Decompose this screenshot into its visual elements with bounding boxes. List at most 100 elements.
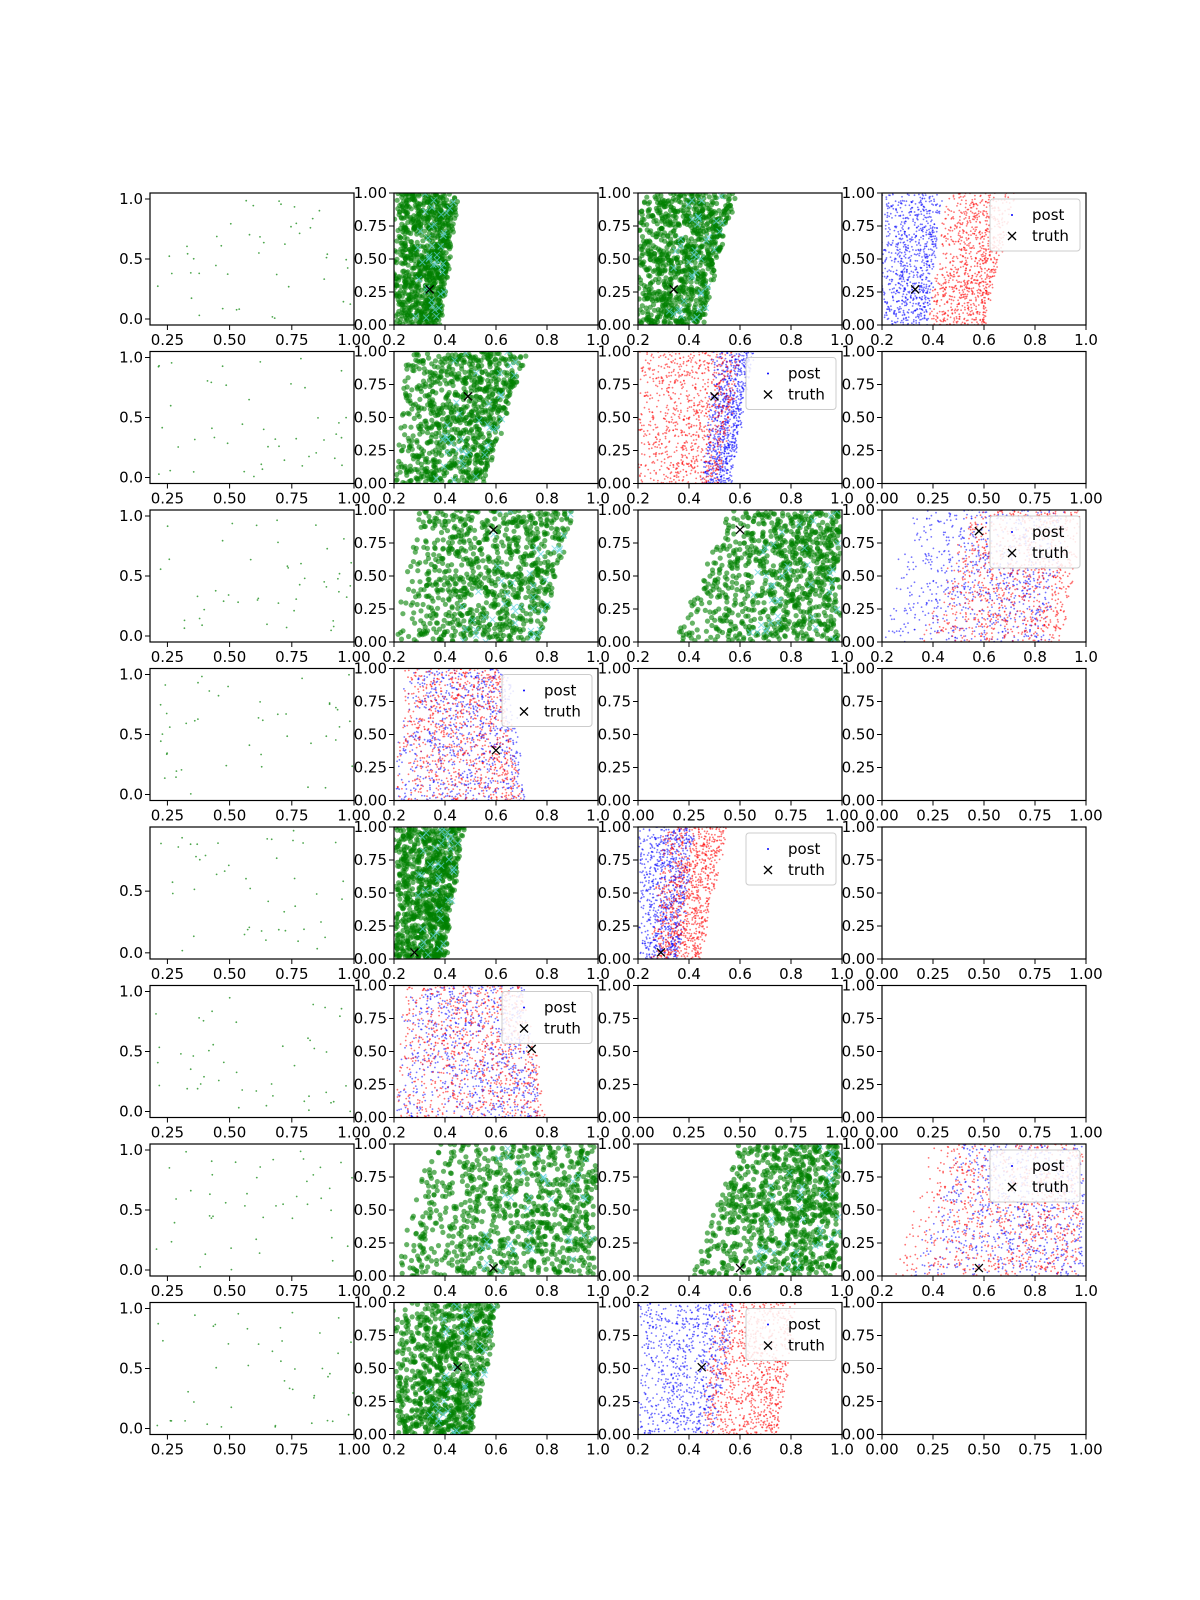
sample-point (408, 257, 414, 263)
posterior-point-blue (921, 223, 923, 226)
sample-point (639, 303, 645, 309)
posterior-point-red (964, 271, 967, 274)
posterior-point-red (976, 262, 979, 265)
sample-point (411, 213, 417, 219)
posterior-point-blue (897, 201, 900, 204)
sample-point (498, 430, 504, 436)
posterior-point-blue (715, 376, 718, 379)
posterior-point-red (951, 229, 954, 232)
posterior-point-blue (904, 233, 906, 236)
posterior-point-red (967, 319, 969, 322)
posterior-point-blue (885, 302, 888, 305)
posterior-point-blue (898, 275, 901, 277)
sample-point (462, 369, 468, 375)
sample-point (667, 293, 673, 299)
posterior-point-red (952, 195, 955, 198)
sample-point (395, 317, 401, 323)
posterior-point-blue (919, 312, 922, 314)
posterior-point-blue (917, 302, 920, 305)
posterior-point-red (970, 255, 972, 258)
posterior-point-blue (900, 257, 903, 260)
posterior-point-red (963, 284, 966, 287)
accepted-marker (433, 312, 440, 320)
posterior-point-red (987, 194, 990, 197)
posterior-point-blue (903, 244, 906, 246)
posterior-point-blue (713, 398, 716, 400)
data-point (157, 365, 160, 368)
posterior-point-red (964, 206, 967, 209)
posterior-point-blue (923, 314, 926, 317)
posterior-point-blue (729, 432, 732, 435)
sample-point (480, 351, 486, 355)
sample-point (663, 211, 669, 217)
sample-point (485, 438, 491, 444)
posterior-point-blue (915, 249, 917, 252)
posterior-point-red (948, 285, 951, 288)
posterior-point-red (972, 291, 974, 293)
posterior-point-red (959, 236, 962, 239)
posterior-point-red (987, 268, 990, 270)
posterior-point-blue (897, 249, 899, 252)
sample-point (405, 262, 411, 268)
sample-point (646, 289, 652, 295)
posterior-point-blue (884, 260, 886, 263)
accepted-marker (432, 261, 440, 268)
accepted-marker (688, 197, 696, 204)
posterior-point-blue (915, 230, 918, 233)
posterior-point-red (939, 319, 942, 322)
posterior-point-red (948, 209, 951, 212)
posterior-point-blue (907, 291, 910, 293)
posterior-point-blue (902, 309, 905, 312)
posterior-point-red (949, 274, 952, 277)
posterior-point-red (971, 293, 974, 296)
posterior-point-red (952, 216, 954, 218)
posterior-point-red (963, 317, 966, 320)
posterior-point-red (949, 277, 952, 279)
posterior-point-red (977, 288, 980, 291)
posterior-point-blue (913, 265, 916, 268)
sample-point (430, 212, 437, 218)
accepted-marker (688, 274, 696, 281)
posterior-point-blue (904, 288, 906, 290)
sample-point (472, 457, 478, 463)
posterior-point-red (956, 225, 958, 228)
posterior-point-blue (888, 288, 891, 291)
sample-point (479, 468, 485, 475)
sample-point (424, 218, 430, 224)
posterior-point-blue (897, 260, 900, 263)
posterior-point-red (960, 248, 963, 250)
posterior-point-blue (921, 290, 924, 292)
sample-point (638, 227, 642, 233)
posterior-point-blue (893, 261, 896, 263)
posterior-point-red (963, 230, 965, 233)
sample-point (422, 469, 428, 475)
x-tick-label: 0.4 (921, 331, 945, 349)
sample-point (703, 293, 709, 299)
sample-point (697, 296, 703, 302)
sample-point (702, 300, 709, 306)
posterior-point-red (951, 308, 954, 311)
posterior-point-red (967, 301, 970, 304)
posterior-point-red (941, 287, 944, 289)
sample-point (417, 359, 423, 365)
posterior-point-blue (934, 235, 937, 238)
data-point (295, 222, 298, 225)
sample-point (436, 291, 442, 297)
posterior-point-red (975, 308, 977, 311)
x-tick-label: 0.6 (484, 331, 508, 349)
accepted-marker (670, 310, 678, 318)
posterior-point-red (953, 228, 956, 230)
sample-point (683, 272, 689, 278)
x-tick-label: 0.8 (535, 490, 559, 508)
posterior-point-blue (735, 407, 737, 410)
data-point (273, 317, 276, 319)
accepted-marker (688, 216, 696, 223)
posterior-point-red (964, 286, 967, 289)
posterior-point-red (985, 259, 988, 262)
posterior-point-red (931, 317, 933, 320)
posterior-point-red (996, 258, 999, 261)
posterior-point-red (986, 201, 989, 204)
data-point (287, 285, 290, 288)
posterior-point-red (973, 247, 975, 250)
sample-point (697, 262, 703, 268)
